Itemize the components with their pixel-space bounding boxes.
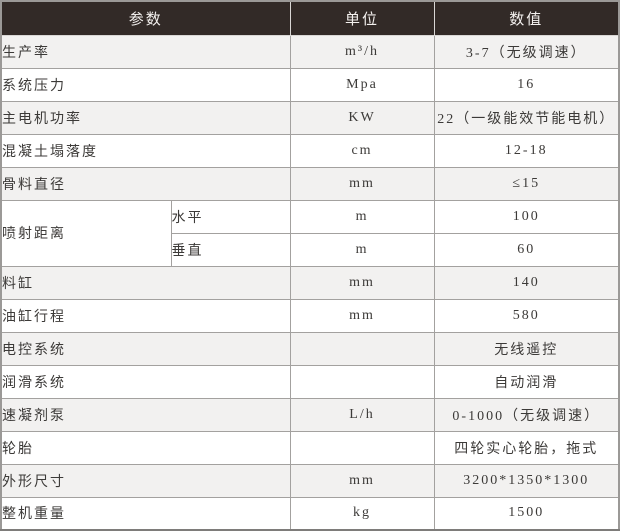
table-row: 速凝剂泵 L/h 0-1000（无级调速） — [0, 397, 620, 432]
unit-cell — [289, 430, 435, 465]
unit-cell: Mpa — [289, 67, 435, 102]
table-row: 油缸行程 mm 580 — [0, 298, 620, 333]
param-cell: 整机重量 — [0, 496, 291, 531]
value-cell: 22（一级能效节能电机） — [433, 100, 620, 135]
table-row: 生产率 m³/h 3-7（无级调速） — [0, 34, 620, 69]
unit-cell: KW — [289, 100, 435, 135]
param-cell: 外形尺寸 — [0, 463, 291, 498]
value-cell: 12-18 — [433, 133, 620, 168]
unit-cell: mm — [289, 166, 435, 201]
param-cell: 主电机功率 — [0, 100, 291, 135]
param-cell: 生产率 — [0, 34, 291, 69]
param-cell: 油缸行程 — [0, 298, 291, 333]
table-row: 轮胎 四轮实心轮胎，拖式 — [0, 430, 620, 465]
param-cell: 料缸 — [0, 265, 291, 300]
header-cell-param: 参数 — [0, 0, 291, 36]
subparam-cell: 水平 — [170, 199, 291, 234]
param-cell: 轮胎 — [0, 430, 291, 465]
value-cell: 0-1000（无级调速） — [433, 397, 620, 432]
value-cell: 140 — [433, 265, 620, 300]
table-row: 骨料直径 mm ≤15 — [0, 166, 620, 201]
unit-cell: m — [289, 232, 435, 267]
value-cell: 580 — [433, 298, 620, 333]
value-cell: 1500 — [433, 496, 620, 531]
value-cell: 无线遥控 — [433, 331, 620, 366]
param-cell: 混凝土塌落度 — [0, 133, 291, 168]
param-cell: 电控系统 — [0, 331, 291, 366]
table-row: 系统压力 Mpa 16 — [0, 67, 620, 102]
value-cell: 3200*1350*1300 — [433, 463, 620, 498]
unit-cell: m³/h — [289, 34, 435, 69]
value-cell: 100 — [433, 199, 620, 234]
table-row: 垂直 m 60 — [1, 232, 620, 267]
param-cell: 喷射距离 — [0, 199, 172, 267]
param-cell: 润滑系统 — [0, 364, 291, 399]
table-row: 电控系统 无线遥控 — [0, 331, 620, 366]
value-cell: 60 — [433, 232, 620, 267]
subparam-cell: 垂直 — [170, 232, 291, 267]
header-cell-value: 数值 — [433, 0, 620, 36]
unit-cell: mm — [289, 265, 435, 300]
unit-cell — [289, 331, 435, 366]
value-cell: 16 — [433, 67, 620, 102]
unit-cell: m — [289, 199, 435, 234]
value-cell: 3-7（无级调速） — [433, 34, 620, 69]
unit-cell: kg — [289, 496, 435, 531]
value-cell: 自动润滑 — [433, 364, 620, 399]
table-row: 喷射距离 水平 m 100 — [0, 199, 620, 267]
table-row: 外形尺寸 mm 3200*1350*1300 — [0, 463, 620, 498]
param-cell: 系统压力 — [0, 67, 291, 102]
header-cell-unit: 单位 — [289, 0, 435, 36]
table-row: 混凝土塌落度 cm 12-18 — [0, 133, 620, 168]
table-row: 主电机功率 KW 22（一级能效节能电机） — [0, 100, 620, 135]
value-cell: 四轮实心轮胎，拖式 — [433, 430, 620, 465]
unit-cell: mm — [289, 298, 435, 333]
table-row: 料缸 mm 140 — [0, 265, 620, 300]
header-row: 参数 单位 数值 — [0, 0, 620, 36]
table-row: 整机重量 kg 1500 — [0, 496, 620, 531]
param-cell: 骨料直径 — [0, 166, 291, 201]
table-row: 润滑系统 自动润滑 — [0, 364, 620, 399]
unit-cell: mm — [289, 463, 435, 498]
unit-cell: cm — [289, 133, 435, 168]
param-cell: 速凝剂泵 — [0, 397, 291, 432]
value-cell: ≤15 — [433, 166, 620, 201]
unit-cell — [289, 364, 435, 399]
unit-cell: L/h — [289, 397, 435, 432]
